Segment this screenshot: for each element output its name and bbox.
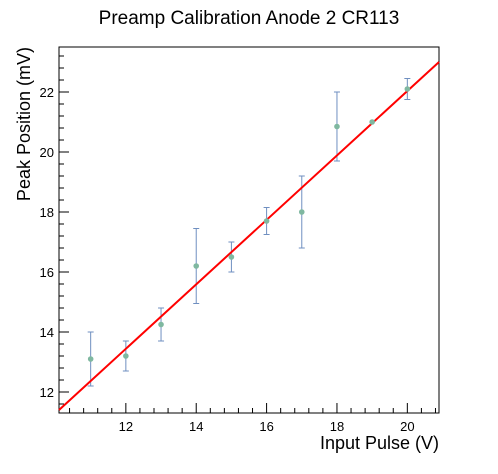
data-point	[228, 254, 235, 260]
data-point	[263, 218, 270, 224]
data-markers	[87, 86, 411, 362]
x-tick-label: 14	[189, 419, 203, 434]
y-tick-label: 22	[40, 85, 54, 100]
plot-frame	[58, 46, 440, 414]
data-point	[334, 123, 340, 130]
x-tick-label: 12	[119, 419, 133, 434]
data-point	[87, 356, 94, 362]
data-point	[404, 86, 411, 92]
data-point	[193, 263, 200, 269]
x-tick-label: 16	[259, 419, 273, 434]
y-tick-label: 14	[40, 325, 54, 340]
x-tick-label: 20	[400, 419, 414, 434]
y-tick-label: 16	[40, 265, 54, 280]
y-tick-label: 18	[40, 205, 54, 220]
data-point	[298, 209, 305, 215]
y-tick-label: 12	[40, 385, 54, 400]
data-point	[158, 321, 164, 328]
chart-title: Preamp Calibration Anode 2 CR113	[99, 8, 400, 29]
y-axis-label: Peak Position (mV)	[14, 47, 34, 201]
y-tick-label: 20	[40, 145, 54, 160]
fit-line	[58, 61, 440, 411]
x-axis-label: Input Pulse (V)	[320, 433, 439, 453]
x-tick-label: 18	[330, 419, 344, 434]
data-point	[369, 119, 375, 125]
axis-ticks: 12 14 16 18 20 12 14 16 18 20 22	[40, 55, 436, 434]
data-point	[123, 353, 129, 359]
